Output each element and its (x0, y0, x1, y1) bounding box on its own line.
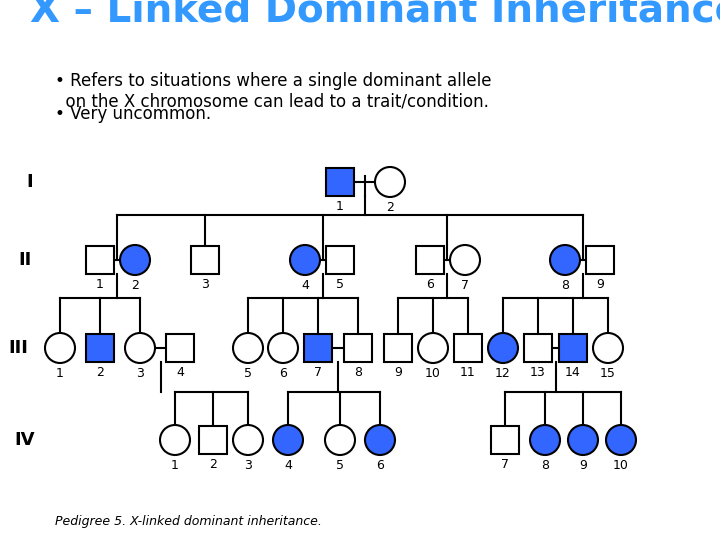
Bar (326, 168, 354, 196)
Text: 3: 3 (136, 367, 144, 380)
Bar (454, 334, 482, 362)
Text: 4: 4 (301, 279, 309, 292)
Text: 7: 7 (461, 279, 469, 292)
Ellipse shape (593, 333, 623, 363)
Text: 5: 5 (336, 459, 344, 472)
Text: 8: 8 (354, 366, 362, 379)
Ellipse shape (160, 425, 190, 455)
Ellipse shape (488, 333, 518, 363)
Text: 4: 4 (176, 366, 184, 379)
Bar (199, 426, 227, 454)
Ellipse shape (290, 245, 320, 275)
Text: 9: 9 (579, 459, 587, 472)
Bar (86, 334, 114, 362)
Ellipse shape (268, 333, 298, 363)
Text: 3: 3 (244, 459, 252, 472)
Text: 2: 2 (131, 279, 139, 292)
Text: 6: 6 (279, 367, 287, 380)
Bar (416, 246, 444, 274)
Ellipse shape (375, 167, 405, 197)
Bar (191, 246, 219, 274)
Text: 6: 6 (376, 459, 384, 472)
Text: 3: 3 (201, 278, 209, 291)
Ellipse shape (125, 333, 155, 363)
Text: 11: 11 (460, 366, 476, 379)
Bar (491, 426, 519, 454)
Ellipse shape (273, 425, 303, 455)
Text: 10: 10 (425, 367, 441, 380)
Text: 1: 1 (96, 278, 104, 291)
Text: 5: 5 (244, 367, 252, 380)
Text: III: III (8, 339, 28, 357)
Text: 7: 7 (501, 458, 509, 471)
Ellipse shape (233, 425, 263, 455)
Text: • Refers to situations where a single dominant allele
  on the X chromosome can : • Refers to situations where a single do… (55, 72, 492, 111)
Bar (559, 334, 587, 362)
Bar (86, 246, 114, 274)
Text: 15: 15 (600, 367, 616, 380)
Text: 1: 1 (336, 200, 344, 213)
Ellipse shape (606, 425, 636, 455)
Text: X – Linked Dominant Inheritance: X – Linked Dominant Inheritance (30, 0, 720, 30)
Text: 5: 5 (336, 278, 344, 291)
Ellipse shape (550, 245, 580, 275)
Text: 1: 1 (171, 459, 179, 472)
Text: Pedigree 5. X-linked dominant inheritance.: Pedigree 5. X-linked dominant inheritanc… (55, 515, 322, 528)
Ellipse shape (325, 425, 355, 455)
Bar (326, 246, 354, 274)
Bar (304, 334, 332, 362)
Bar (524, 334, 552, 362)
Text: IV: IV (14, 431, 35, 449)
Ellipse shape (568, 425, 598, 455)
Bar (166, 334, 194, 362)
Text: 7: 7 (314, 366, 322, 379)
Text: 9: 9 (596, 278, 604, 291)
Text: 13: 13 (530, 366, 546, 379)
Ellipse shape (530, 425, 560, 455)
Text: 2: 2 (209, 458, 217, 471)
Text: 1: 1 (56, 367, 64, 380)
Ellipse shape (365, 425, 395, 455)
Text: 10: 10 (613, 459, 629, 472)
Bar (344, 334, 372, 362)
Ellipse shape (120, 245, 150, 275)
Text: 2: 2 (386, 201, 394, 214)
Text: 8: 8 (541, 459, 549, 472)
Text: I: I (27, 173, 33, 191)
Text: 9: 9 (394, 366, 402, 379)
Text: 12: 12 (495, 367, 511, 380)
Text: 4: 4 (284, 459, 292, 472)
Text: 6: 6 (426, 278, 434, 291)
Ellipse shape (450, 245, 480, 275)
Bar (586, 246, 614, 274)
Text: 8: 8 (561, 279, 569, 292)
Text: • Very uncommon.: • Very uncommon. (55, 105, 211, 123)
Text: II: II (19, 251, 32, 269)
Text: 2: 2 (96, 366, 104, 379)
Ellipse shape (233, 333, 263, 363)
Bar (384, 334, 412, 362)
Ellipse shape (418, 333, 448, 363)
Text: 14: 14 (565, 366, 581, 379)
Ellipse shape (45, 333, 75, 363)
